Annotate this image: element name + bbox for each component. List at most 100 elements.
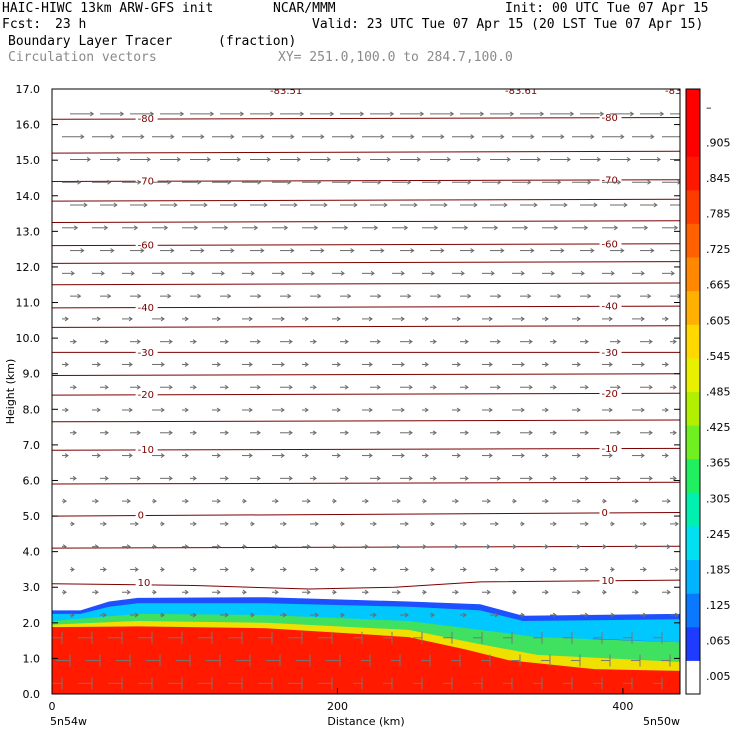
vector-arrow-head bbox=[396, 589, 401, 595]
vector-arrow-head bbox=[274, 589, 279, 595]
vector-arrow-head bbox=[256, 475, 261, 481]
vector-arrow-head bbox=[552, 612, 557, 618]
vector-arrow-head bbox=[203, 202, 208, 208]
vector-arrow-head bbox=[368, 316, 373, 322]
colorbar-swatch bbox=[686, 525, 700, 560]
vector-arrow-head bbox=[380, 134, 385, 140]
vector-arrow-head bbox=[576, 544, 581, 550]
vector-arrow-head bbox=[464, 475, 469, 481]
vector-arrow-head bbox=[149, 111, 155, 117]
xy-range: XY= 251.0,100.0 to 284.7,100.0 bbox=[278, 50, 513, 65]
vector-arrow-head bbox=[332, 589, 337, 595]
colorbar-label: .725 bbox=[706, 243, 731, 256]
vector-arrow-head bbox=[677, 293, 680, 299]
vector-arrow-head bbox=[566, 157, 571, 162]
vector-arrow-head bbox=[376, 430, 381, 436]
vector-arrow-head bbox=[677, 179, 680, 185]
colorbar-swatch bbox=[686, 324, 700, 359]
vector-arrow-head bbox=[527, 179, 532, 185]
vector-arrow-head bbox=[563, 202, 568, 208]
vector-arrow-head bbox=[216, 544, 221, 550]
vector-arrow-head bbox=[400, 316, 405, 322]
vector-arrow-head bbox=[116, 157, 121, 162]
vector-arrow-head bbox=[314, 521, 319, 527]
vector-arrow-head bbox=[248, 453, 253, 458]
vector-arrow-head bbox=[274, 544, 279, 550]
y-tick-label: 11.0 bbox=[16, 297, 41, 310]
vector-arrow-head bbox=[136, 339, 141, 345]
vector-arrow-head bbox=[650, 248, 655, 253]
vector-arrow-head bbox=[306, 544, 311, 550]
vector-arrow-head bbox=[370, 270, 375, 276]
vector-arrow-head bbox=[672, 430, 677, 436]
vector-arrow-head bbox=[70, 521, 75, 527]
vector-arrow-head bbox=[283, 225, 289, 231]
colorbar-label: .425 bbox=[706, 421, 731, 434]
vector-arrow-head bbox=[102, 612, 107, 618]
vector-arrow-head bbox=[168, 339, 173, 345]
vector-arrow-head bbox=[512, 498, 517, 504]
vector-arrow-head bbox=[220, 270, 225, 276]
vector-arrow-head bbox=[257, 179, 262, 185]
colorbar-swatch bbox=[686, 89, 700, 124]
vector-arrow-head bbox=[242, 544, 247, 550]
vector-arrow-head bbox=[184, 589, 189, 595]
vector-arrow-head bbox=[200, 134, 205, 140]
vector-arrow-head bbox=[140, 248, 145, 253]
vector-arrow-head bbox=[280, 362, 285, 367]
vector-arrow-head bbox=[64, 407, 69, 413]
colorbar-label: .065 bbox=[706, 635, 731, 648]
vector-arrow-head bbox=[170, 134, 175, 140]
vector-arrow-head bbox=[296, 157, 301, 162]
vector-arrow-head bbox=[168, 384, 173, 390]
vector-arrow-head bbox=[160, 407, 165, 413]
vector-arrow-head bbox=[664, 407, 669, 413]
vector-arrow-head bbox=[616, 384, 621, 390]
contour-label-bg bbox=[599, 506, 610, 518]
vector-arrow-head bbox=[648, 475, 653, 481]
vector-arrow-head bbox=[242, 498, 247, 504]
vector-arrow-head bbox=[674, 567, 679, 572]
vector-arrow-head bbox=[587, 179, 592, 185]
vector-arrow-head bbox=[70, 270, 75, 276]
vector-arrow-head bbox=[486, 589, 491, 595]
colorbar-label: .005 bbox=[706, 670, 731, 683]
plot-frame bbox=[51, 88, 681, 695]
vector-arrow-head bbox=[674, 521, 679, 527]
vector-arrow-head bbox=[520, 567, 525, 572]
vector-arrow-head bbox=[184, 407, 189, 413]
vector-arrow-head bbox=[396, 498, 401, 504]
vector-arrow-head bbox=[552, 567, 557, 572]
vector-arrow-head bbox=[250, 567, 255, 572]
vector-arrow-head bbox=[557, 293, 562, 299]
vector-arrow-head bbox=[340, 567, 345, 572]
vector-arrow-head bbox=[184, 544, 189, 550]
vector-arrow-head bbox=[184, 498, 189, 504]
field-units: (fraction) bbox=[218, 34, 297, 49]
vector-arrow-head bbox=[102, 567, 107, 572]
contour-label: -40 bbox=[602, 302, 618, 313]
vector-arrow-head bbox=[583, 225, 589, 231]
vector-arrow-head bbox=[528, 384, 533, 390]
vector-arrow-head bbox=[616, 430, 621, 436]
vector-arrow-head bbox=[376, 339, 381, 345]
temperature-contour bbox=[52, 579, 680, 590]
vector-arrow-head bbox=[359, 111, 365, 117]
vector-arrow-head bbox=[313, 225, 319, 231]
vector-arrow-head bbox=[664, 362, 669, 367]
vector-arrow-head bbox=[377, 179, 382, 185]
vector-arrow-head bbox=[672, 339, 677, 345]
vector-arrow-head bbox=[533, 202, 538, 208]
vector-arrow-head bbox=[467, 179, 472, 185]
vector-arrow-head bbox=[464, 339, 469, 345]
colorbar-swatch bbox=[686, 290, 700, 325]
vector-arrow-head bbox=[593, 202, 598, 208]
vector-arrow-head bbox=[100, 270, 105, 276]
vector-arrow-head bbox=[192, 567, 197, 572]
vector-arrow-head bbox=[410, 248, 415, 253]
top-contour-label: -83.4 bbox=[665, 86, 691, 97]
contour-label: -40 bbox=[138, 303, 154, 314]
x-tick-label: 0 bbox=[49, 700, 56, 713]
vector-arrow-head bbox=[422, 589, 427, 595]
vector-arrow-head bbox=[256, 384, 261, 390]
